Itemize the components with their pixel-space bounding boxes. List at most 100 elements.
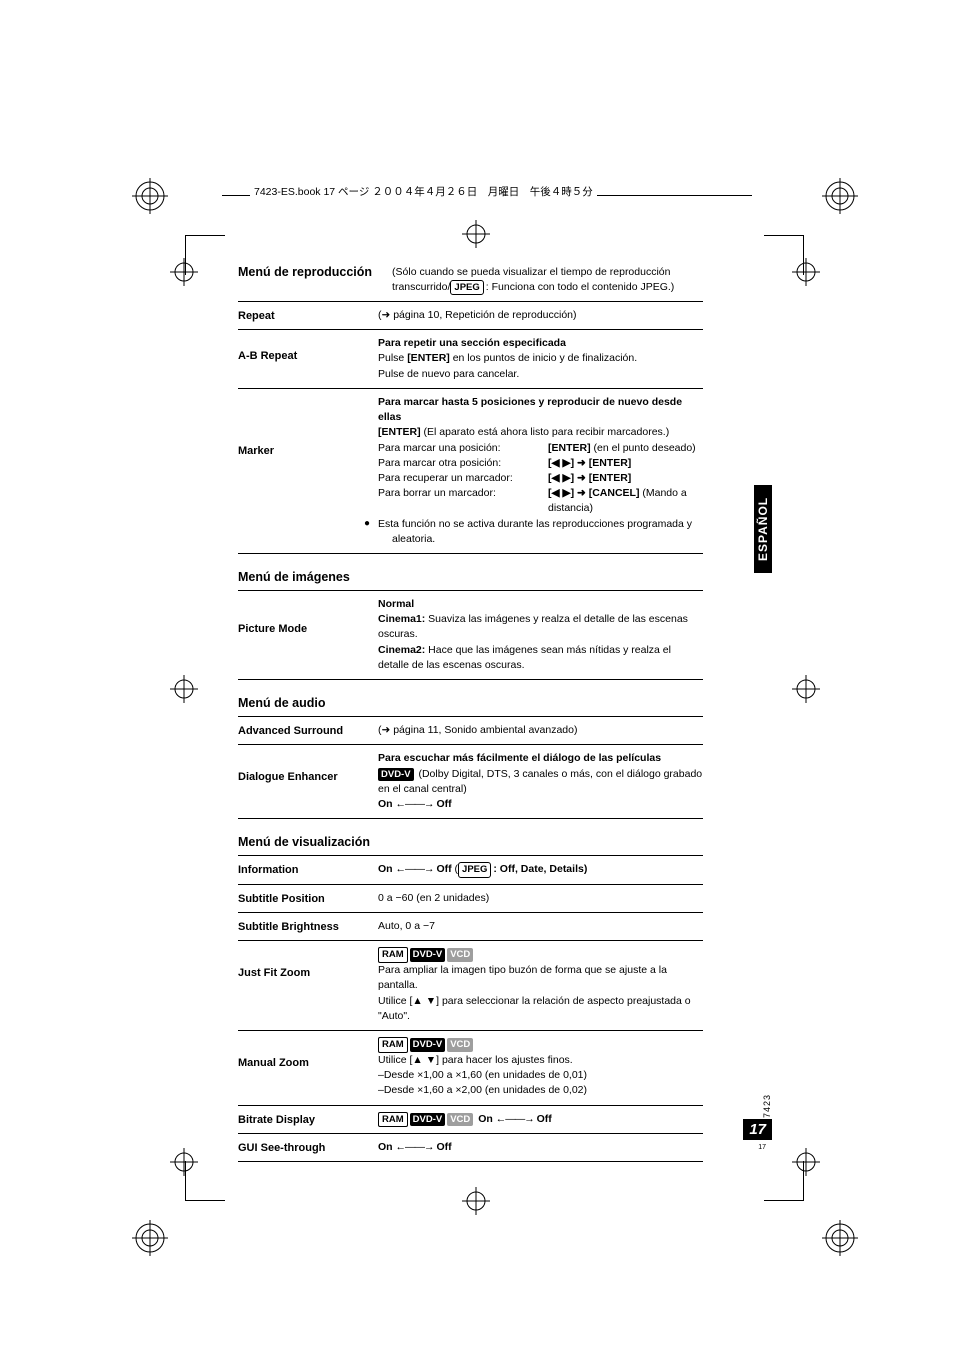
row-value: Para marcar hasta 5 posiciones y reprodu…: [378, 395, 703, 547]
page-number: 17: [743, 1119, 772, 1140]
text: Off: [436, 863, 451, 875]
vcd-badge: VCD: [447, 1113, 473, 1127]
text: Off: [537, 1113, 552, 1125]
visualizacion-table: Information On Off (JPEG: Off, Date, Det…: [238, 855, 703, 1162]
table-row: Subtitle Position 0 a −60 (en 2 unidades…: [238, 884, 703, 912]
row-value: 0 a −60 (en 2 unidades): [378, 891, 703, 906]
table-row: GUI See-through On Off: [238, 1133, 703, 1162]
section-heading: Menú de audio: [238, 696, 326, 710]
table-row: Picture Mode Normal Cinema1: Suaviza las…: [238, 590, 703, 680]
cross-mark-icon: [462, 1187, 490, 1215]
text: Cinema1:: [378, 613, 425, 625]
row-label: Subtitle Position: [238, 891, 378, 906]
table-row: Bitrate Display RAMDVD-VVCD On Off: [238, 1105, 703, 1134]
ram-badge: RAM: [378, 947, 408, 963]
dvdv-badge: DVD-V: [410, 1038, 446, 1052]
note-line-1: (Sólo cuando se pueda visualizar el tiem…: [392, 266, 670, 278]
text: Utilice [▲ ▼] para seleccionar la relaci…: [378, 994, 703, 1024]
text: Off: [436, 798, 451, 810]
row-label: Dialogue Enhancer: [238, 751, 378, 812]
table-row: Dialogue Enhancer Para escuchar más fáci…: [238, 744, 703, 819]
text: [◀ ▶] ➜ [ENTER]: [548, 456, 631, 471]
table-row: Repeat (➜ página 10, Repetición de repro…: [238, 301, 703, 329]
note-line-2a: transcurrido/: [392, 281, 450, 293]
text: Para escuchar más fácilmente el diálogo …: [378, 751, 703, 766]
row-value: RAMDVD-VVCD On Off: [378, 1112, 703, 1128]
dvdv-badge: DVD-V: [378, 768, 414, 782]
text: [ENTER]: [378, 426, 421, 438]
imagenes-table: Picture Mode Normal Cinema1: Suaviza las…: [238, 590, 703, 680]
row-label: Information: [238, 862, 378, 878]
row-value: RAMDVD-VVCD Utilice [▲ ▼] para hacer los…: [378, 1037, 703, 1098]
row-value: (➜ página 10, Repetición de reproducción…: [378, 308, 703, 323]
dvdv-badge: DVD-V: [410, 948, 446, 962]
text: [◀ ▶] ➜ [CANCEL]: [548, 487, 639, 499]
row-value: Para escuchar más fácilmente el diálogo …: [378, 751, 703, 812]
text: Para marcar una posición:: [378, 441, 548, 456]
text: Normal: [378, 597, 703, 612]
row-label: A-B Repeat: [238, 336, 378, 382]
cross-mark-icon: [462, 220, 490, 248]
text: Off: [436, 1141, 451, 1153]
text: Suaviza las imágenes y realza el detalle…: [378, 613, 688, 640]
text: (El aparato está ahora listo para recibi…: [421, 426, 670, 438]
text: Pulse: [378, 352, 407, 364]
ram-badge: RAM: [378, 1037, 408, 1053]
page-number-small: 17: [758, 1144, 766, 1151]
vcd-badge: VCD: [447, 948, 473, 962]
section-reproduccion: Menú de reproducción (Sólo cuando se pue…: [238, 265, 703, 554]
text: Cinema2:: [378, 644, 425, 656]
text: (en el punto deseado): [591, 442, 696, 454]
row-value: RAMDVD-VVCD Para ampliar la imagen tipo …: [378, 947, 703, 1024]
row-label: Bitrate Display: [238, 1112, 378, 1128]
text: Esta función no se activa durante las re…: [378, 518, 692, 545]
double-arrow-icon: [496, 1113, 534, 1125]
note-line-2b: : Funciona con todo el contenido JPEG.): [486, 281, 675, 293]
top-meta-text: 7423-ES.book 17 ページ ２００４年４月２６日 月曜日 午後４時５…: [250, 184, 597, 199]
double-arrow-icon: [396, 1141, 434, 1153]
table-row: Advanced Surround (➜ página 11, Sonido a…: [238, 716, 703, 744]
reproduccion-table: Repeat (➜ página 10, Repetición de repro…: [238, 301, 703, 554]
section-heading: Menú de imágenes: [238, 570, 350, 584]
row-value: On Off (JPEG: Off, Date, Details): [378, 862, 703, 878]
jpeg-badge: JPEG: [458, 862, 491, 878]
text: On: [378, 1141, 393, 1153]
text: On: [378, 798, 393, 810]
text: [◀ ▶] ➜ [ENTER]: [548, 471, 631, 486]
cross-mark-icon: [792, 1148, 820, 1176]
row-label: Just Fit Zoom: [238, 947, 378, 1024]
ab-repeat-strong: Para repetir una sección especificada: [378, 336, 703, 351]
registration-mark-icon: [132, 1220, 168, 1256]
cross-mark-icon: [170, 1148, 198, 1176]
row-value: On Off: [378, 1140, 703, 1155]
table-row: Manual Zoom RAMDVD-VVCD Utilice [▲ ▼] pa…: [238, 1030, 703, 1104]
jpeg-badge: JPEG: [450, 280, 483, 295]
row-label: GUI See-through: [238, 1140, 378, 1155]
row-label: Repeat: [238, 308, 378, 323]
section-heading: Menú de reproducción: [238, 265, 372, 279]
table-row: Information On Off (JPEG: Off, Date, Det…: [238, 855, 703, 884]
row-value: (➜ página 11, Sonido ambiental avanzado): [378, 723, 703, 738]
text: Pulse de nuevo para cancelar.: [378, 367, 703, 382]
row-value: Normal Cinema1: Suaviza las imágenes y r…: [378, 597, 703, 673]
section-note: (Sólo cuando se pueda visualizar el tiem…: [392, 265, 674, 295]
audio-table: Advanced Surround (➜ página 11, Sonido a…: [238, 716, 703, 819]
row-label: Manual Zoom: [238, 1037, 378, 1098]
row-label: Subtitle Brightness: [238, 919, 378, 934]
text: Para recuperar un marcador:: [378, 471, 548, 486]
registration-mark-icon: [822, 178, 858, 214]
text: Para ampliar la imagen tipo buzón de for…: [378, 963, 703, 993]
table-row: Just Fit Zoom RAMDVD-VVCD Para ampliar l…: [238, 940, 703, 1030]
cross-mark-icon: [170, 675, 198, 703]
vcd-badge: VCD: [447, 1038, 473, 1052]
table-row: A-B Repeat Para repetir una sección espe…: [238, 329, 703, 388]
text: Para borrar un marcador:: [378, 486, 548, 516]
row-label: Picture Mode: [238, 597, 378, 673]
row-value: Para repetir una sección especificada Pu…: [378, 336, 703, 382]
text: –Desde ×1,00 a ×1,60 (en unidades de 0,0…: [378, 1068, 703, 1083]
text: : Off, Date, Details): [493, 863, 587, 875]
registration-mark-icon: [822, 1220, 858, 1256]
language-tab: ESPAÑOL: [754, 485, 772, 573]
text: On: [378, 863, 393, 875]
cross-mark-icon: [170, 258, 198, 286]
